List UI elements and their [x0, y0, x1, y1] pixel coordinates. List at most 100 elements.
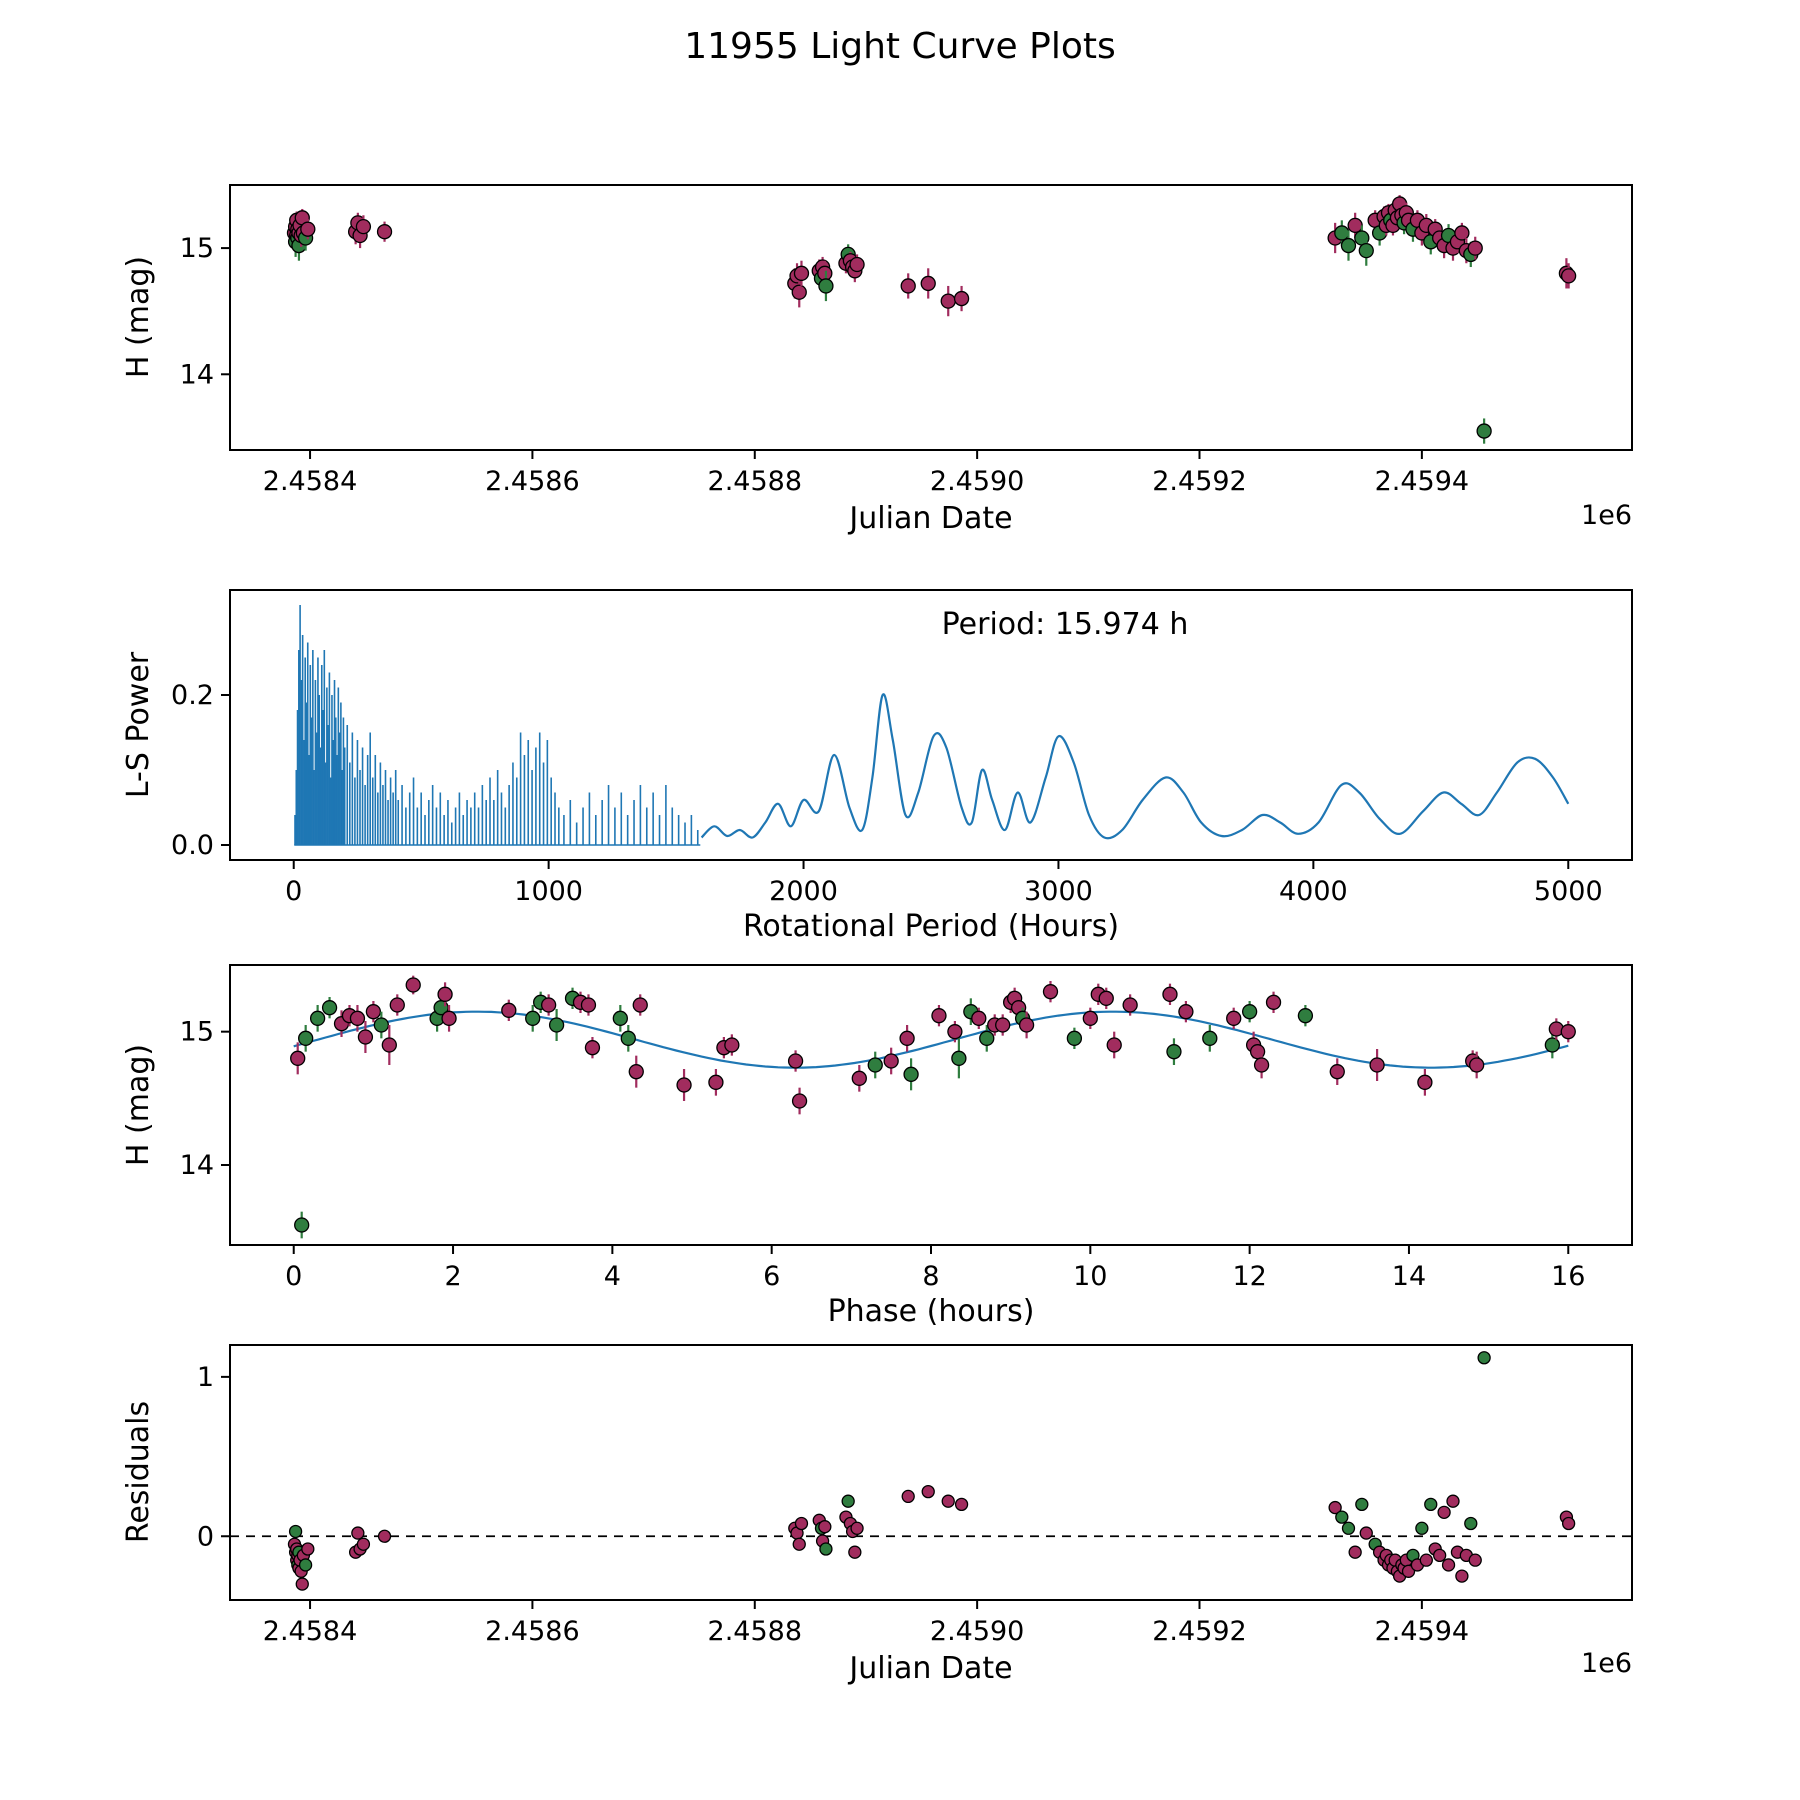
y-tick-label: 0 — [197, 1521, 214, 1552]
data-point — [349, 1010, 366, 1026]
periodogram-curve — [700, 693, 1570, 840]
data-point — [794, 1516, 809, 1531]
data-point — [791, 284, 807, 300]
data-point — [294, 1217, 310, 1233]
data-point — [1468, 1553, 1482, 1567]
data-point — [437, 986, 453, 1002]
x-tick-label: 2.4588 — [708, 1616, 802, 1647]
data-point — [300, 221, 316, 237]
data-point — [841, 1494, 855, 1508]
data-point — [676, 1077, 692, 1093]
data-point — [288, 1524, 303, 1539]
data-point — [1358, 242, 1374, 259]
data-point — [1253, 1057, 1270, 1073]
data-point — [1202, 1030, 1218, 1046]
x-tick-label: 2.4590 — [930, 1616, 1024, 1647]
data-point — [1066, 1030, 1083, 1046]
data-point — [940, 293, 956, 309]
x-tick-label: 2.4594 — [1375, 466, 1469, 497]
x-tick-label: 0 — [285, 1261, 302, 1292]
data-point — [953, 290, 970, 307]
data-point — [301, 1542, 315, 1556]
data-point — [1424, 1497, 1438, 1512]
data-point — [1334, 225, 1350, 241]
residuals-data — [230, 1351, 1632, 1591]
data-point — [724, 1037, 740, 1053]
data-point — [295, 1577, 309, 1591]
data-point — [580, 997, 597, 1013]
data-point — [1446, 1494, 1460, 1508]
data-point — [883, 1053, 899, 1069]
y-tick-label: 1 — [197, 1362, 214, 1393]
axes-border — [229, 1344, 1633, 1601]
data-point — [1347, 217, 1363, 234]
y-tick-label: 14 — [180, 359, 214, 390]
x-tick-label: 2.4584 — [263, 466, 357, 497]
data-point — [355, 218, 372, 235]
data-point — [793, 265, 810, 281]
data-point — [851, 1070, 867, 1086]
data-point — [548, 1017, 565, 1033]
data-point — [1369, 1057, 1385, 1073]
x-tick-label: 2 — [444, 1261, 461, 1292]
data-point — [1561, 1516, 1576, 1531]
y-tick-label: 0.0 — [171, 830, 214, 861]
data-point — [1106, 1037, 1122, 1053]
data-point — [787, 1053, 804, 1069]
data-point — [1467, 240, 1483, 256]
data-point — [1454, 225, 1470, 241]
x-tick-label: 2000 — [769, 876, 838, 907]
data-point — [899, 1030, 915, 1046]
axes-border — [229, 589, 1633, 861]
data-point — [1166, 1044, 1182, 1060]
data-point — [356, 1537, 371, 1551]
periodogram-ylabel: L-S Power — [121, 651, 156, 798]
periodogram-period-annotation: Period: 15.974 h — [942, 607, 1189, 642]
x-tick-label: 0 — [285, 876, 302, 907]
axes-border — [229, 184, 1633, 451]
data-point — [901, 1489, 915, 1504]
data-point — [1415, 1521, 1429, 1535]
periodogram-xlabel: Rotational Period (Hours) — [743, 909, 1119, 944]
x-tick-label: 6 — [763, 1261, 780, 1292]
figure-title: 11955 Light Curve Plots — [684, 26, 1116, 67]
data-point — [501, 1002, 517, 1018]
data-point — [1335, 1510, 1349, 1524]
residuals-xlabel: Julian Date — [847, 1651, 1012, 1686]
data-point — [971, 1010, 987, 1026]
x-tick-label: 12 — [1232, 1261, 1266, 1292]
y-tick-label: 15 — [180, 1017, 214, 1048]
data-point — [817, 265, 833, 281]
data-point — [321, 1000, 338, 1016]
data-point — [792, 1537, 806, 1551]
data-point — [405, 977, 421, 993]
data-point — [1544, 1037, 1560, 1053]
data-point — [540, 997, 557, 1013]
data-point — [1455, 1569, 1469, 1583]
data-point — [708, 1074, 724, 1090]
data-point — [1355, 1497, 1369, 1512]
data-point — [848, 1545, 862, 1559]
data-point — [900, 278, 916, 294]
data-point — [525, 1010, 541, 1026]
x-tick-label: 3000 — [1024, 876, 1093, 907]
residuals-plot: 2.4584 2.4586 2.4588 2.4590 2.4592 2.4594 0 1 — [197, 1344, 1633, 1647]
data-point — [1341, 1521, 1356, 1535]
data-point — [620, 1030, 636, 1046]
data-point — [1433, 1548, 1447, 1563]
data-point — [1419, 1553, 1433, 1567]
data-point — [309, 1010, 326, 1026]
data-point — [931, 1008, 947, 1024]
phase-plot: 0 2 4 6 8 10 12 14 16 14 15 — [180, 964, 1633, 1292]
data-point — [1162, 986, 1178, 1002]
data-point — [1122, 997, 1138, 1013]
data-point — [1226, 1010, 1242, 1026]
x-tick-label: 5000 — [1534, 876, 1603, 907]
data-point — [1560, 1024, 1576, 1040]
lightcurve-ylabel: H (mag) — [121, 256, 156, 378]
data-point — [1241, 1004, 1258, 1020]
data-point — [1297, 1008, 1314, 1024]
phase-xlabel: Phase (hours) — [828, 1294, 1035, 1329]
data-point — [1042, 984, 1059, 1000]
